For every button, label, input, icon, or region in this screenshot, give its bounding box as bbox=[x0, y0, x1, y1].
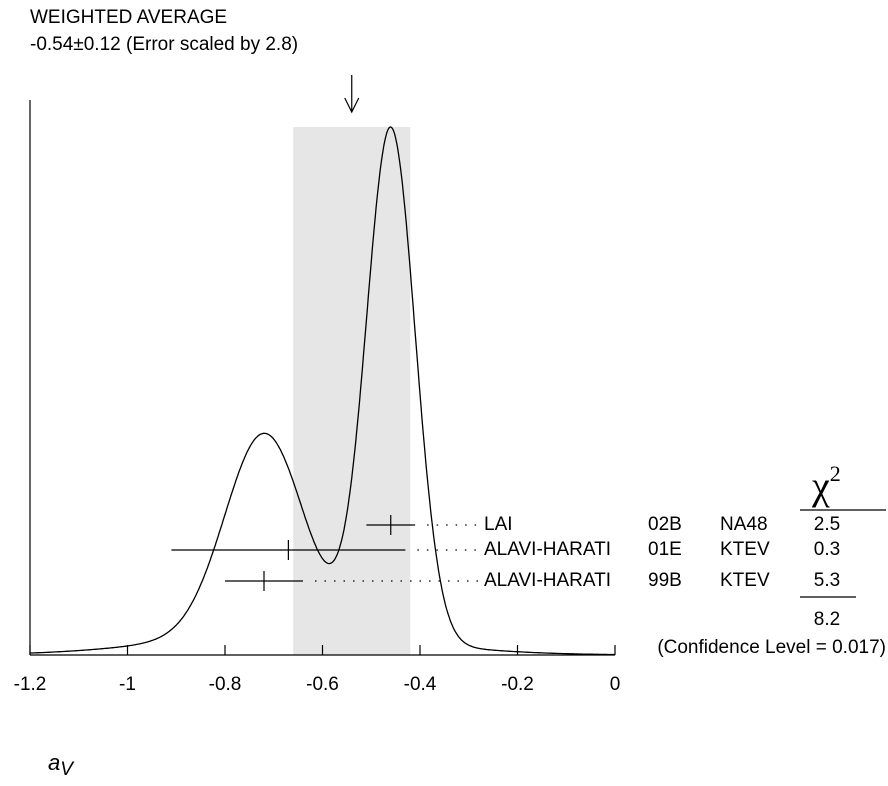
x-tick-label: -0.4 bbox=[404, 674, 437, 695]
experiment: NA48 bbox=[720, 514, 768, 535]
x-tick-label: -0.6 bbox=[306, 674, 339, 695]
plot: -1.2 -1 -0.8 -0.6 -0.4 -0.2 0 LAI 02B NA48 2.5 ALAV… bbox=[14, 75, 886, 695]
chi2-symbol: χ bbox=[811, 463, 830, 508]
experiment: KTEV bbox=[720, 570, 770, 591]
average-band bbox=[293, 127, 411, 655]
x-label-subscript: V bbox=[60, 759, 75, 780]
ideogram-curve bbox=[29, 126, 615, 656]
chart-subtitle: -0.54±0.12 (Error scaled by 2.8) bbox=[30, 34, 298, 55]
author: ALAVI-HARATI bbox=[484, 570, 611, 591]
average-arrow bbox=[344, 75, 360, 114]
chi2: 2.5 bbox=[814, 514, 840, 535]
x-tick-label: -1.2 bbox=[14, 674, 47, 695]
chi2: 5.3 bbox=[814, 570, 840, 591]
experiment: KTEV bbox=[720, 539, 770, 560]
year: 01E bbox=[648, 539, 682, 560]
chi2-superscript: 2 bbox=[830, 461, 841, 486]
x-label-base: a bbox=[48, 750, 60, 775]
author: ALAVI-HARATI bbox=[484, 539, 611, 560]
x-tick-label: -1 bbox=[119, 674, 136, 695]
x-tick-label: 0 bbox=[610, 674, 621, 695]
chi2: 0.3 bbox=[814, 539, 840, 560]
chart-title: WEIGHTED AVERAGE bbox=[30, 7, 227, 28]
chi2-total: 8.2 bbox=[814, 609, 840, 630]
author: LAI bbox=[484, 514, 513, 535]
year: 02B bbox=[648, 514, 682, 535]
x-tick-label: -0.8 bbox=[209, 674, 242, 695]
x-axis-label: aV bbox=[48, 750, 75, 780]
chi2-header: χ2 bbox=[811, 461, 841, 508]
confidence-level: (Confidence Level = 0.017) bbox=[657, 637, 886, 658]
year: 99B bbox=[648, 570, 682, 591]
x-tick-label: -0.2 bbox=[501, 674, 534, 695]
